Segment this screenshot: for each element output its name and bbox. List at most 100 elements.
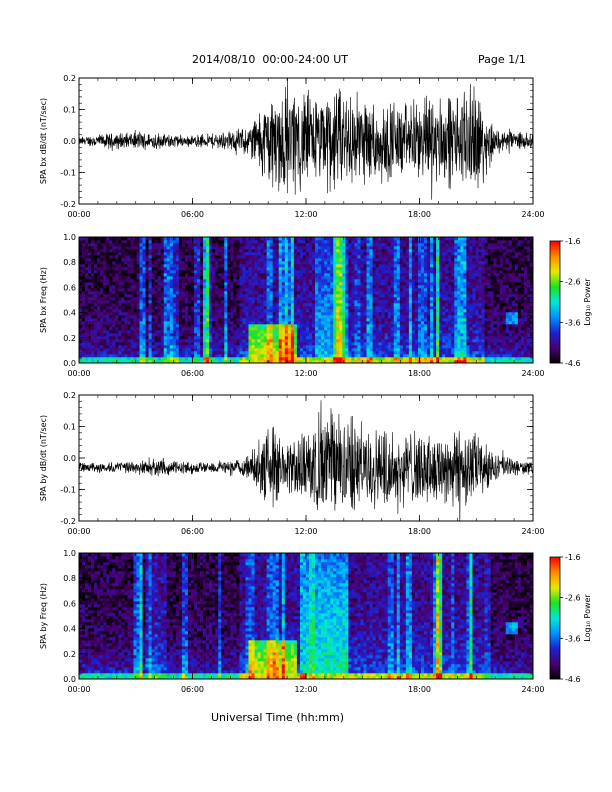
heatmap-cell <box>109 255 113 259</box>
heatmap-cell <box>100 270 104 274</box>
heatmap-cell <box>85 333 89 337</box>
heatmap-cell <box>333 294 337 298</box>
heatmap-cell <box>275 279 280 283</box>
heatmap-cell <box>160 267 165 271</box>
heatmap-cell <box>133 351 137 355</box>
heatmap-cell <box>160 309 165 313</box>
heatmap-cell <box>327 252 331 256</box>
heatmap-cell <box>142 333 146 337</box>
heatmap-cell <box>330 243 334 247</box>
heatmap-cell <box>227 300 231 304</box>
heatmap-cell <box>348 324 352 328</box>
heatmap-cell <box>257 291 261 295</box>
heatmap-cell <box>197 360 201 364</box>
heatmap-cell <box>269 327 274 331</box>
heatmap-cell <box>399 330 404 334</box>
heatmap-cell <box>396 237 401 241</box>
heatmap-cell <box>239 336 243 340</box>
heatmap-cell <box>327 309 331 313</box>
heatmap-cell <box>260 294 264 298</box>
heatmap-cell <box>318 273 322 277</box>
heatmap-cell <box>272 276 277 280</box>
heatmap-cell <box>351 321 355 325</box>
heatmap-cell <box>417 294 422 298</box>
heatmap-cell <box>157 279 162 283</box>
heatmap-cell <box>411 345 416 349</box>
heatmap-cell <box>121 237 125 241</box>
heatmap-cell <box>112 270 116 274</box>
heatmap-cell <box>163 249 168 253</box>
heatmap-cell <box>390 357 395 361</box>
heatmap-cell <box>378 282 382 286</box>
heatmap-cell <box>421 270 425 274</box>
heatmap-cell <box>103 303 107 307</box>
heatmap-cell <box>266 321 270 325</box>
heatmap-cell <box>293 345 298 349</box>
heatmap-cell <box>236 276 240 280</box>
heatmap-cell <box>321 333 325 337</box>
heatmap-cell <box>366 276 370 280</box>
heatmap-cell <box>106 297 110 301</box>
heatmap-cell <box>375 273 379 277</box>
heatmap-cell <box>88 303 92 307</box>
heatmap-cell <box>306 333 310 337</box>
heatmap-cell <box>372 267 376 271</box>
heatmap-cell <box>378 342 382 346</box>
heatmap-cell <box>94 255 98 259</box>
heatmap-cell <box>390 297 395 301</box>
heatmap-cell <box>330 261 334 265</box>
heatmap-cell <box>339 309 343 313</box>
heatmap-cell <box>194 351 198 355</box>
heatmap-cell <box>260 243 264 247</box>
heatmap-cell <box>299 255 304 259</box>
heatmap-cell <box>290 351 295 355</box>
heatmap-cell <box>178 240 183 244</box>
heatmap-cell <box>118 270 122 274</box>
heatmap-cell <box>115 339 119 343</box>
heatmap-cell <box>408 288 413 292</box>
heatmap-cell <box>130 357 134 361</box>
heatmap-cell <box>275 297 280 301</box>
heatmap-cell <box>94 276 98 280</box>
heatmap-cell <box>194 246 198 250</box>
heatmap-cell <box>330 249 334 253</box>
heatmap-cell <box>169 276 174 280</box>
heatmap-cell <box>212 309 216 313</box>
heatmap-cell <box>215 312 219 316</box>
heatmap-cell <box>384 324 389 328</box>
heatmap-cell <box>145 300 149 304</box>
heatmap-cell <box>333 333 337 337</box>
heatmap-cell <box>369 252 373 256</box>
heatmap-cell <box>357 327 361 331</box>
heatmap-cell <box>109 246 113 250</box>
heatmap-cell <box>281 336 286 340</box>
heatmap-cell <box>330 258 334 262</box>
heatmap-cell <box>184 246 189 250</box>
heatmap-cell <box>296 294 301 298</box>
heatmap-cell <box>254 327 258 331</box>
heatmap-cell <box>85 282 89 286</box>
heatmap-cell <box>215 345 219 349</box>
heatmap-cell <box>399 246 404 250</box>
heatmap-cell <box>124 360 128 364</box>
heatmap-cell <box>381 303 385 307</box>
heatmap-cell <box>209 309 213 313</box>
heatmap-cell <box>206 351 210 355</box>
heatmap-cell <box>372 336 376 340</box>
heatmap-cell <box>336 264 340 268</box>
heatmap-cell <box>239 300 243 304</box>
heatmap-cell <box>163 270 168 274</box>
heatmap-cell <box>236 333 240 337</box>
heatmap-cell <box>266 345 270 349</box>
heatmap-cell <box>100 312 104 316</box>
heatmap-cell <box>178 255 183 259</box>
heatmap-cell <box>278 285 283 289</box>
x-tick-label: 12:00 <box>294 210 317 219</box>
heatmap-cell <box>402 240 407 244</box>
heatmap-cell <box>79 327 83 331</box>
heatmap-cell <box>257 357 261 361</box>
heatmap-cell <box>184 342 189 346</box>
heatmap-cell <box>79 267 83 271</box>
heatmap-cell <box>275 252 280 256</box>
heatmap-cell <box>402 291 407 295</box>
